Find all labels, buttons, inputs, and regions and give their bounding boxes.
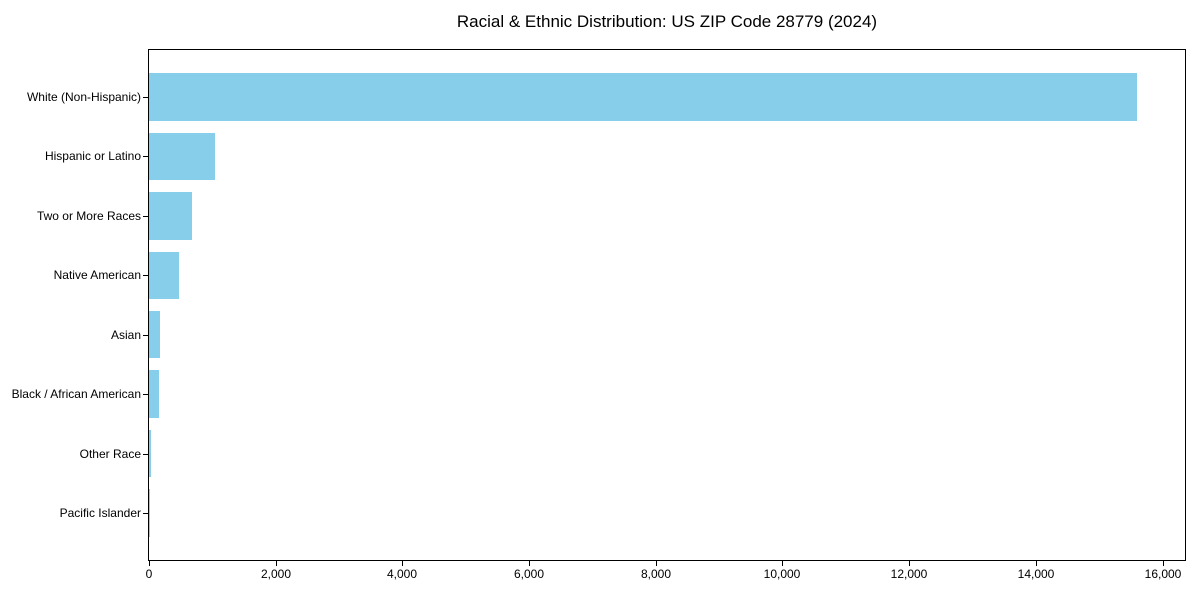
bar: [149, 251, 180, 300]
y-tick-mark: [143, 513, 148, 514]
bar: [149, 132, 215, 181]
x-tick-mark: [529, 561, 530, 566]
x-tick-label: 14,000: [1017, 567, 1055, 581]
y-tick-mark: [143, 97, 148, 98]
bar: [149, 489, 150, 537]
y-tick-label: Black / African American: [11, 387, 141, 401]
y-tick-label: Two or More Races: [36, 209, 141, 223]
y-tick-label: Hispanic or Latino: [44, 149, 141, 163]
y-tick-label: Pacific Islander: [59, 506, 141, 520]
x-tick-label: 6,000: [513, 567, 545, 581]
y-tick-mark: [143, 335, 148, 336]
x-tick-mark: [149, 561, 150, 566]
y-tick-label: Native American: [53, 268, 141, 282]
x-tick-label: 2,000: [260, 567, 292, 581]
x-tick-label: 0: [145, 567, 153, 581]
x-tick-label: 10,000: [763, 567, 801, 581]
x-tick-mark: [1163, 561, 1164, 566]
bar: [149, 73, 1137, 121]
y-tick-mark: [143, 156, 148, 157]
y-tick-mark: [143, 394, 148, 395]
y-tick-mark: [143, 275, 148, 276]
plot-area: [148, 49, 1186, 561]
x-tick-mark: [276, 561, 277, 566]
y-tick-mark: [143, 216, 148, 217]
x-tick-mark: [909, 561, 910, 566]
y-tick-mark: [143, 454, 148, 455]
x-tick-label: 12,000: [890, 567, 928, 581]
bar: [149, 429, 151, 478]
y-tick-label: Other Race: [79, 447, 141, 461]
x-tick-mark: [402, 561, 403, 566]
x-tick-mark: [1036, 561, 1037, 566]
x-tick-label: 4,000: [386, 567, 418, 581]
x-tick-label: 8,000: [640, 567, 672, 581]
bar: [149, 192, 192, 240]
bar: [149, 370, 159, 418]
y-tick-label: White (Non-Hispanic): [26, 90, 141, 104]
y-tick-label: Asian: [110, 328, 141, 342]
chart-title: Racial & Ethnic Distribution: US ZIP Cod…: [456, 12, 878, 31]
bar: [149, 310, 160, 359]
x-tick-label: 16,000: [1144, 567, 1182, 581]
x-tick-mark: [782, 561, 783, 566]
x-tick-mark: [656, 561, 657, 566]
